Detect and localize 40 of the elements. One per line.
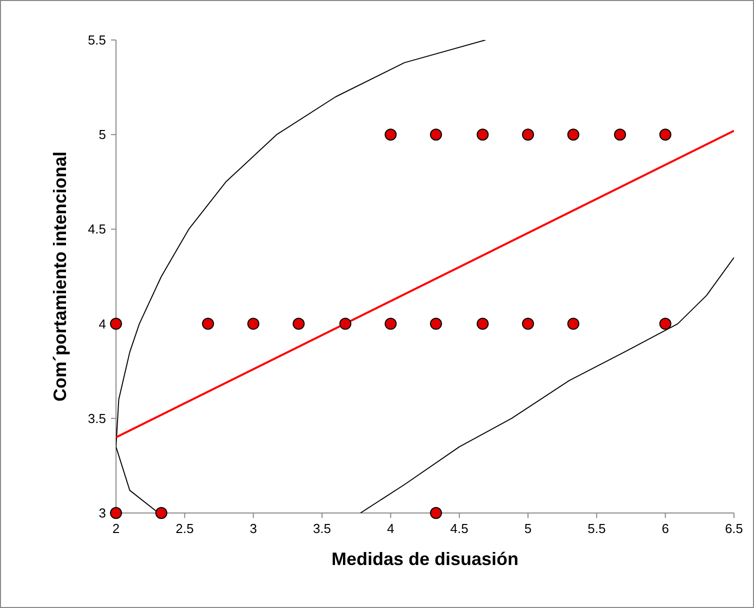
point [384,128,397,141]
point [339,318,352,330]
point [614,128,626,141]
x-tick-label: 3.5 [312,521,332,536]
y-tick-label: 3.5 [88,410,106,426]
point [430,507,442,519]
x-tick-label: 3 [250,521,257,536]
x-axis-title: Medidas de disuasión [331,549,519,569]
x-tick-label: 4 [387,521,394,536]
point [567,128,580,141]
x-tick-label: 5.5 [588,521,606,536]
x-tick-label: 2.5 [176,521,194,536]
x-tick-label: 2 [112,521,120,536]
point [202,318,214,330]
y-tick-label: 4.5 [88,222,106,237]
point [247,318,260,330]
point [659,318,672,330]
point [384,318,397,330]
x-tick-label: 4.5 [450,521,468,536]
y-tick-label: 4 [98,316,106,332]
point [476,128,489,141]
point [567,318,580,330]
point [659,128,672,141]
x-tick-label: 5 [524,521,532,536]
point [110,318,122,330]
point [430,318,442,330]
line-series [360,257,734,513]
point [292,318,305,330]
point [430,128,442,141]
point [155,507,168,519]
y-axis-title: Com´portamiento intencional [50,151,70,402]
y-tick-label: 5.5 [88,32,106,48]
x-tick-label: 6 [662,521,669,536]
y-tick-label: 5 [98,127,106,142]
point [110,507,122,519]
point [522,318,534,330]
point [476,318,489,330]
x-tick-label: 6.5 [724,521,744,536]
y-tick-label: 3 [98,506,106,520]
point [522,128,534,141]
